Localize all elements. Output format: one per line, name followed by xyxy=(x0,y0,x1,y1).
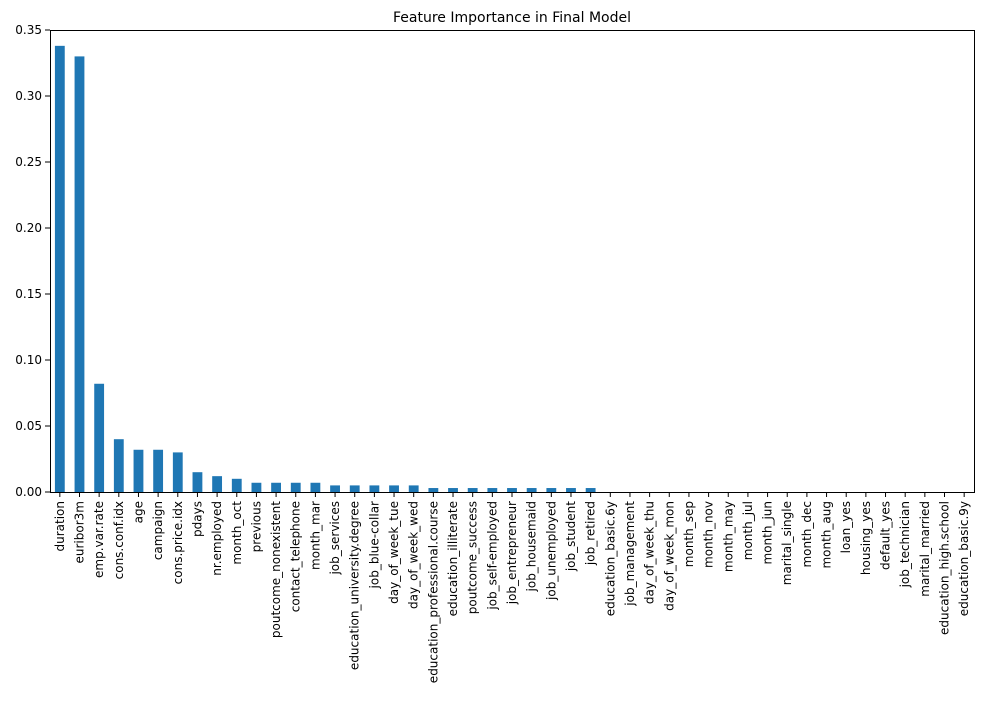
bar-emp.var.rate xyxy=(94,383,105,492)
x-tick-label: cons.price.idx xyxy=(171,501,185,584)
x-tick-label: campaign xyxy=(151,501,165,560)
bar-contact_telephone xyxy=(290,482,301,492)
x-tick-label: month_nov xyxy=(702,501,716,568)
x-tick-label: job_technician xyxy=(898,501,912,588)
x-tick-label: job_housemaid xyxy=(525,501,539,592)
x-tick-label: education_high.school xyxy=(938,501,952,635)
y-tick-label: 0.10 xyxy=(15,353,42,367)
x-tick-label: loan_yes xyxy=(839,501,853,553)
x-tick-label: job_retired xyxy=(584,501,598,566)
x-tick-label: job_entrepreneur xyxy=(505,501,519,605)
x-tick-label: contact_telephone xyxy=(289,501,303,612)
bar-duration xyxy=(54,45,65,493)
bar-job_entrepreneur xyxy=(507,488,517,492)
bar-job_services xyxy=(330,485,340,492)
chart-title: Feature Importance in Final Model xyxy=(393,10,631,26)
bar-job_retired xyxy=(585,488,596,492)
x-tick-label: day_of_week_thu xyxy=(643,501,657,604)
x-tick-label: cons.conf.idx xyxy=(112,501,126,579)
plot-frame xyxy=(50,30,975,493)
x-tick-label: marital_single xyxy=(780,501,794,585)
x-tick-label: education_university.degree xyxy=(348,501,362,670)
bar-previous xyxy=(251,482,262,492)
bar-job_student xyxy=(566,488,576,492)
x-tick-label: month_aug xyxy=(820,501,834,569)
bar-job_housemaid xyxy=(526,488,537,492)
x-tick-label: month_jun xyxy=(761,501,775,565)
x-axis: duration euribor3m emp.var.rate cons.conf.i… xyxy=(53,492,971,683)
y-tick-label: 0.15 xyxy=(15,287,42,301)
bar-job_self-employed xyxy=(487,488,498,492)
bar-cons.conf.idx xyxy=(113,439,124,492)
bar-poutcome_nonexistent xyxy=(271,482,281,492)
bar-day_of_week_wed xyxy=(408,485,419,492)
x-tick-label: euribor3m xyxy=(72,501,86,563)
x-tick-label: month_jul xyxy=(741,501,755,560)
x-tick-label: job_self-employed xyxy=(485,501,499,611)
x-tick-label: month_oct xyxy=(230,501,244,565)
bar-pdays xyxy=(192,472,203,492)
y-axis: 0.00 0.05 0.10 0.15 0.20 0.25 0.30 0.35 xyxy=(15,23,50,499)
x-tick-label: nr.employed xyxy=(210,501,224,576)
bar-job_unemployed xyxy=(546,488,557,492)
bar-month_mar xyxy=(310,482,321,492)
y-tick-label: 0.00 xyxy=(15,485,42,499)
x-tick-label: default_yes xyxy=(879,501,893,570)
y-tick-label: 0.05 xyxy=(15,419,42,433)
x-tick-label: poutcome_success xyxy=(466,501,480,614)
bar-euribor3m xyxy=(74,56,85,493)
y-tick-label: 0.25 xyxy=(15,155,42,169)
bar-campaign xyxy=(153,449,164,492)
x-tick-label: job_student xyxy=(564,501,578,572)
x-tick-label: education_basic.6y xyxy=(603,501,617,616)
x-tick-label: day_of_week_wed xyxy=(407,501,421,609)
bar-cons.price.idx xyxy=(172,452,183,492)
x-tick-label: education_basic.9y xyxy=(957,501,971,616)
bar-education_illiterate xyxy=(448,488,458,492)
x-tick-label: housing_yes xyxy=(859,501,873,575)
x-tick-label: job_unemployed xyxy=(544,501,558,601)
y-tick-label: 0.20 xyxy=(15,221,42,235)
x-tick-label: job_services xyxy=(328,501,342,576)
x-tick-label: emp.var.rate xyxy=(92,501,106,578)
bar-age xyxy=(133,449,144,492)
bar-month_oct xyxy=(231,478,242,492)
x-tick-label: marital_married xyxy=(918,501,932,597)
bar-education_professional.course xyxy=(428,488,439,492)
x-tick-label: education_illiterate xyxy=(446,501,460,616)
x-tick-label: day_of_week_tue xyxy=(387,501,401,604)
x-tick-label: previous xyxy=(249,501,263,552)
bar-group xyxy=(54,45,596,493)
bar-education_university.degree xyxy=(349,485,360,492)
y-tick-label: 0.35 xyxy=(15,23,42,37)
x-tick-label: job_blue-collar xyxy=(367,501,381,590)
bar-job_blue-collar xyxy=(369,485,380,492)
x-tick-label: education_professional.course xyxy=(426,501,440,683)
x-tick-label: month_dec xyxy=(800,501,814,568)
x-tick-label: month_may xyxy=(721,501,735,572)
bar-poutcome_success xyxy=(467,488,478,492)
x-tick-label: month_mar xyxy=(308,501,322,570)
x-tick-label: day_of_week_mon xyxy=(662,501,676,611)
x-tick-label: age xyxy=(131,501,145,523)
x-tick-label: month_sep xyxy=(682,501,696,567)
x-tick-label: poutcome_nonexistent xyxy=(269,501,283,638)
x-tick-label: job_management xyxy=(623,501,637,607)
x-tick-label: duration xyxy=(53,501,67,552)
bar-day_of_week_tue xyxy=(389,485,399,492)
bar-nr.employed xyxy=(212,476,223,492)
x-tick-label: pdays xyxy=(190,501,204,537)
y-tick-label: 0.30 xyxy=(15,89,42,103)
